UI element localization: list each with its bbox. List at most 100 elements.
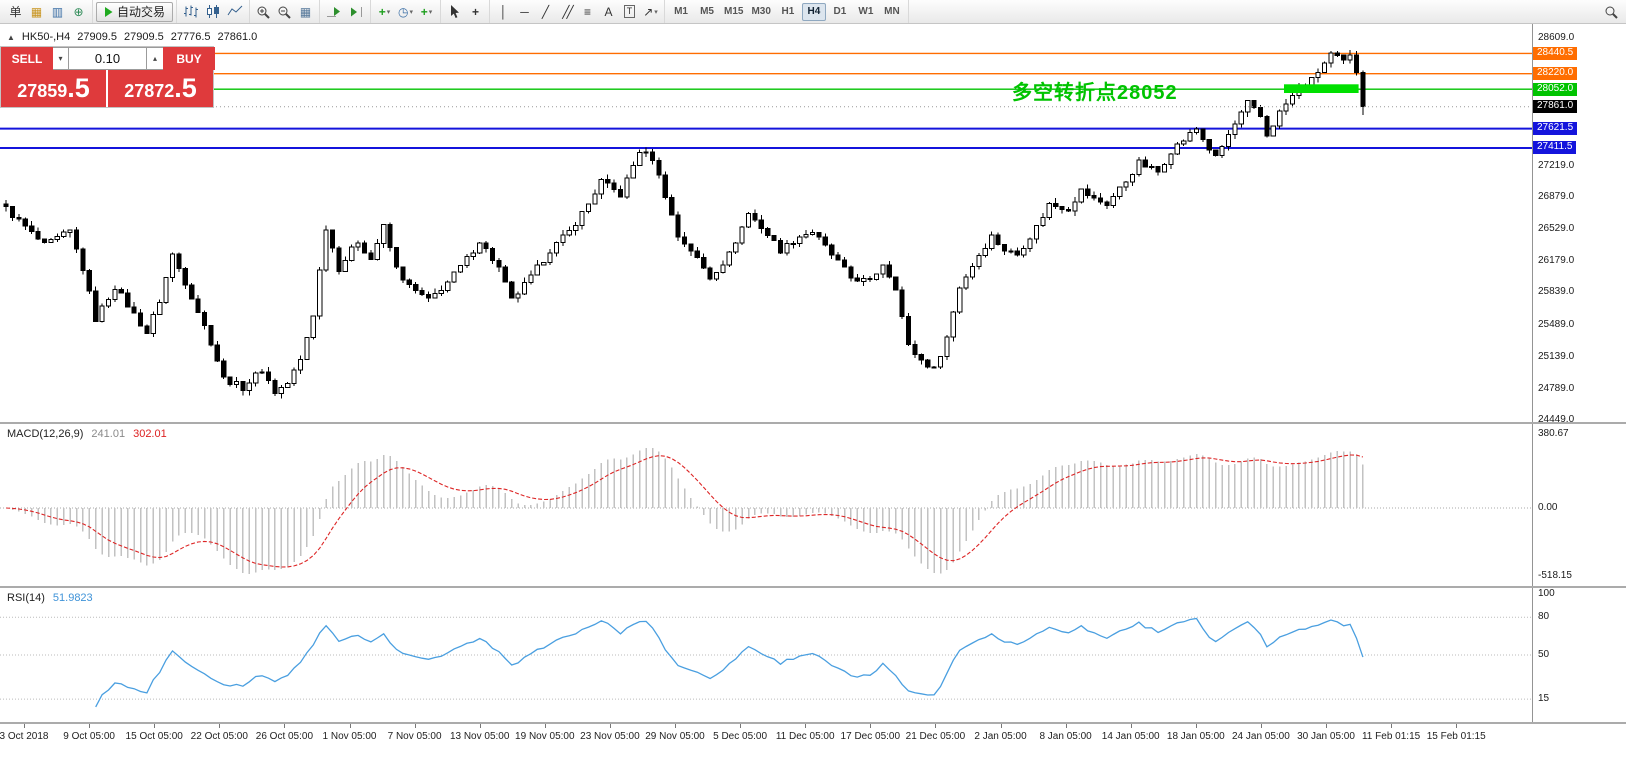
- rsi-chart[interactable]: [0, 588, 1532, 722]
- profiles-icon[interactable]: ◷ ▾: [395, 2, 416, 22]
- candle: [1277, 109, 1283, 130]
- market-watch-icon[interactable]: ▦: [26, 2, 47, 22]
- chart-annotation-text[interactable]: 多空转折点28052: [1012, 82, 1178, 104]
- new-chart-icon[interactable]: + ▾: [374, 2, 395, 22]
- candle: [841, 257, 848, 268]
- candle: [553, 241, 560, 257]
- candle: [361, 240, 368, 254]
- volume-stepper-up[interactable]: ▴: [147, 47, 163, 70]
- macd-chart[interactable]: [0, 424, 1532, 586]
- period-button-m5[interactable]: M5: [700, 6, 714, 17]
- horizontal-line-icon[interactable]: ─: [514, 2, 535, 22]
- candle: [67, 229, 73, 238]
- candle: [1206, 139, 1212, 154]
- candle: [1232, 120, 1238, 140]
- period-button-h4[interactable]: H4: [801, 2, 826, 21]
- candlestick-chart-icon[interactable]: [202, 2, 224, 22]
- chart-shift-icon[interactable]: [345, 2, 367, 22]
- volume-input[interactable]: 0.10: [69, 47, 147, 70]
- pane-separator[interactable]: [0, 586, 1626, 588]
- price-axis[interactable]: 28609.0 27219.0 26879.0 26529.0 26179.0 25839…: [1532, 24, 1626, 425]
- candle: [125, 288, 131, 308]
- candle: [221, 358, 227, 380]
- dropdown-caret-icon[interactable]: ▾: [409, 8, 414, 16]
- buy-price-button[interactable]: 27872.5: [108, 70, 213, 107]
- fibonacci-icon[interactable]: ≡: [577, 2, 598, 22]
- candle: [208, 325, 214, 347]
- sell-button[interactable]: SELL: [1, 47, 53, 70]
- macd-axis-label: -518.15: [1538, 570, 1572, 581]
- arrows-icon[interactable]: ↗ ▾: [640, 2, 661, 22]
- price-chart[interactable]: [0, 24, 1532, 422]
- navigator-icon[interactable]: ⊕: [68, 2, 89, 22]
- text-icon[interactable]: A: [598, 2, 619, 22]
- candle: [483, 241, 489, 253]
- search-icon[interactable]: [1601, 2, 1622, 22]
- volume-dropdown[interactable]: ▾: [53, 47, 69, 70]
- candle: [137, 308, 144, 327]
- period-button-mn[interactable]: MN: [884, 6, 900, 17]
- period-button-w1[interactable]: W1: [858, 6, 874, 17]
- text-label-icon[interactable]: T: [619, 2, 640, 22]
- vertical-line-icon[interactable]: │: [493, 2, 514, 22]
- line-chart-icon[interactable]: [224, 2, 246, 22]
- cursor-icon[interactable]: [444, 2, 465, 22]
- candle: [1257, 105, 1264, 118]
- autotrade-button[interactable]: 自动交易: [96, 1, 174, 22]
- data-window-icon[interactable]: ▥: [47, 2, 68, 22]
- time-tick: [544, 724, 546, 728]
- candle: [425, 291, 432, 302]
- time-label: 5 Dec 05:00: [713, 731, 768, 742]
- toolbar-right-icons: [1601, 2, 1622, 22]
- time-axis[interactable]: 3 Oct 2018 9 Oct 05:00 15 Oct 05:00 22 Oct …: [0, 724, 1626, 769]
- period-button-m1[interactable]: M1: [674, 6, 688, 17]
- macd-axis[interactable]: 380.67 0.00 -518.15: [1532, 424, 1626, 586]
- time-label: 8 Jan 05:00: [1039, 731, 1092, 742]
- price-tick-label: 24789.0: [1538, 382, 1575, 394]
- candle: [48, 238, 54, 244]
- time-tick: [1456, 724, 1458, 728]
- period-button-m15[interactable]: M15: [724, 6, 744, 17]
- new-order-button[interactable]: 单: [9, 5, 22, 19]
- zoom-out-icon[interactable]: [274, 2, 295, 22]
- dropdown-caret-icon[interactable]: ▾: [386, 8, 391, 16]
- price-divider: [106, 70, 108, 107]
- indicators-icon[interactable]: + ▾: [416, 2, 437, 22]
- candle: [957, 286, 963, 314]
- zoom-in-icon[interactable]: [253, 2, 274, 22]
- candle: [400, 266, 406, 283]
- auto-scroll-icon[interactable]: [323, 2, 345, 22]
- candle: [470, 249, 476, 260]
- price-line-badge: 27411.5: [1533, 141, 1577, 155]
- candle: [278, 384, 284, 399]
- period-button-h1[interactable]: H1: [781, 6, 795, 17]
- candle: [144, 324, 150, 334]
- bar-chart-icon[interactable]: [180, 2, 202, 22]
- channel-icon[interactable]: ╱╱: [556, 2, 577, 22]
- candle: [1040, 213, 1046, 227]
- candle: [720, 260, 726, 274]
- pane-separator[interactable]: [0, 422, 1626, 424]
- sell-price-button[interactable]: 27859.5: [1, 70, 106, 107]
- trendline-icon[interactable]: ╱: [535, 2, 556, 22]
- candle: [1251, 99, 1257, 110]
- candle: [886, 260, 892, 279]
- dropdown-caret-icon[interactable]: ▾: [654, 8, 658, 16]
- price-chart-pane: ▲ HK50-,H4 27909.5 27909.5 27776.5 27861…: [0, 24, 1626, 425]
- candle: [758, 215, 764, 234]
- highlight-rectangle[interactable]: [1284, 84, 1359, 93]
- pane-separator[interactable]: [0, 722, 1626, 724]
- candle: [1289, 92, 1296, 108]
- tile-windows-icon[interactable]: ▦: [295, 2, 316, 22]
- candle: [1097, 193, 1104, 205]
- period-button-d1[interactable]: D1: [833, 6, 847, 17]
- macd-histogram: [11, 448, 1364, 574]
- ohlc-high: 27909.5: [123, 31, 164, 43]
- crosshair-icon[interactable]: +: [465, 2, 486, 22]
- rsi-axis[interactable]: 100 80 50 15: [1532, 588, 1626, 722]
- dropdown-caret-icon[interactable]: ▾: [428, 8, 433, 16]
- period-button-m30[interactable]: M30: [751, 6, 771, 17]
- candle: [1078, 188, 1084, 204]
- buy-button[interactable]: BUY: [163, 47, 215, 70]
- candle: [86, 268, 92, 294]
